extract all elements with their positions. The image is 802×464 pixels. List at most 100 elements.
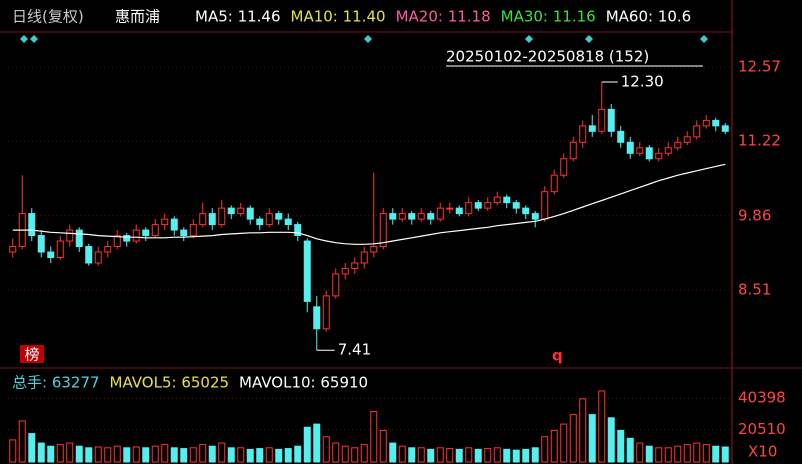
volume-bar bbox=[541, 436, 549, 463]
volume-bar bbox=[588, 414, 596, 463]
candle-body bbox=[341, 267, 349, 275]
volume-bar bbox=[531, 447, 539, 463]
volume-bar bbox=[294, 445, 302, 463]
ma-legend: MA20: 11.18 bbox=[396, 8, 491, 26]
candle-body bbox=[389, 213, 397, 220]
volume-bar bbox=[503, 448, 511, 463]
candle-body bbox=[598, 108, 606, 132]
volume-bar bbox=[132, 446, 140, 463]
volume-bar bbox=[275, 448, 283, 463]
candle-body bbox=[560, 158, 568, 176]
candle-body bbox=[199, 213, 207, 226]
candle-body bbox=[702, 119, 710, 127]
candle-body bbox=[56, 240, 64, 258]
volume-legend: MAVOL10: 65910 bbox=[239, 374, 368, 392]
candle-body bbox=[189, 224, 197, 237]
candle-body bbox=[655, 152, 663, 160]
candle-body bbox=[132, 229, 140, 242]
volume-bar bbox=[246, 448, 254, 463]
candle-body bbox=[85, 246, 93, 264]
candle-body bbox=[465, 202, 473, 215]
candle-body bbox=[180, 229, 188, 237]
candle-body bbox=[104, 246, 112, 253]
volume-bar bbox=[180, 448, 188, 463]
volume-bar bbox=[56, 444, 64, 463]
volume-bar bbox=[455, 448, 463, 463]
volume-bar bbox=[465, 447, 473, 463]
candle-body bbox=[9, 246, 17, 253]
volume-bar bbox=[303, 426, 311, 463]
candle-body bbox=[151, 224, 159, 237]
candle-body bbox=[398, 213, 406, 220]
candle-body bbox=[436, 207, 444, 220]
candle-body bbox=[66, 229, 74, 242]
marker: q bbox=[552, 347, 563, 365]
volume-bar bbox=[417, 447, 425, 463]
candle-body bbox=[721, 125, 729, 132]
candle-body bbox=[484, 202, 492, 209]
candle-body bbox=[408, 213, 416, 220]
candle-body bbox=[28, 213, 36, 237]
volume-bar bbox=[522, 448, 530, 463]
candle-body bbox=[474, 202, 482, 209]
volume-bar bbox=[550, 429, 558, 463]
volume-bar bbox=[370, 410, 378, 463]
volume-bar bbox=[607, 417, 615, 463]
volume-bar bbox=[389, 442, 397, 463]
volume-bar bbox=[28, 433, 36, 463]
volume-bar bbox=[18, 420, 26, 463]
candle-body bbox=[664, 147, 672, 154]
candle-body bbox=[75, 229, 83, 248]
ma-legend: MA60: 10.6 bbox=[606, 8, 692, 26]
volume-bar bbox=[199, 444, 207, 463]
candle-body bbox=[246, 207, 254, 220]
volume-bar bbox=[645, 445, 653, 463]
candle-body bbox=[227, 207, 235, 215]
volume-bar bbox=[674, 445, 682, 463]
volume-bar bbox=[360, 444, 368, 463]
y-tick-label: 12.57 bbox=[738, 58, 781, 76]
candle-body bbox=[379, 213, 387, 248]
volume-bar bbox=[151, 445, 159, 463]
candle-body bbox=[208, 213, 216, 226]
ma-legend: MA5: 11.46 bbox=[195, 8, 281, 26]
volume-bar bbox=[142, 447, 150, 463]
volume-bar bbox=[427, 448, 435, 463]
volume-bar bbox=[237, 447, 245, 463]
badge-box bbox=[20, 345, 44, 363]
candle-body bbox=[94, 251, 102, 264]
volume-bar bbox=[721, 446, 729, 463]
candle-body bbox=[693, 125, 701, 138]
candle-body bbox=[37, 235, 45, 253]
volume-bar bbox=[702, 444, 710, 463]
volume-bar bbox=[636, 442, 644, 463]
volume-bar bbox=[569, 414, 577, 463]
y-tick-label: 8.51 bbox=[738, 280, 771, 298]
candle-body bbox=[569, 141, 577, 160]
candle-body bbox=[512, 202, 520, 209]
candle-body bbox=[493, 196, 501, 204]
candle-body bbox=[284, 218, 292, 226]
period-label: 日线(复权) bbox=[12, 8, 84, 26]
candle-body bbox=[313, 306, 321, 330]
candle-body bbox=[370, 246, 378, 253]
volume-bar bbox=[227, 447, 235, 463]
candle-body bbox=[218, 207, 226, 226]
volume-bar bbox=[626, 437, 634, 463]
volume-bar bbox=[712, 445, 720, 463]
volume-bar bbox=[617, 429, 625, 463]
candle-body bbox=[446, 207, 454, 210]
volume-bar bbox=[161, 444, 169, 463]
candle-body bbox=[674, 141, 682, 149]
candle-body bbox=[588, 125, 596, 132]
candle-body bbox=[237, 207, 245, 215]
volume-bar bbox=[474, 448, 482, 463]
volume-bar bbox=[313, 423, 321, 463]
candle-body bbox=[170, 218, 178, 231]
range-label: 20250102-20250818 (152) bbox=[446, 48, 649, 66]
volume-bar bbox=[664, 447, 672, 463]
y-tick-label: 9.86 bbox=[738, 206, 771, 224]
volume-bar bbox=[37, 442, 45, 463]
volume-bar bbox=[351, 447, 359, 463]
